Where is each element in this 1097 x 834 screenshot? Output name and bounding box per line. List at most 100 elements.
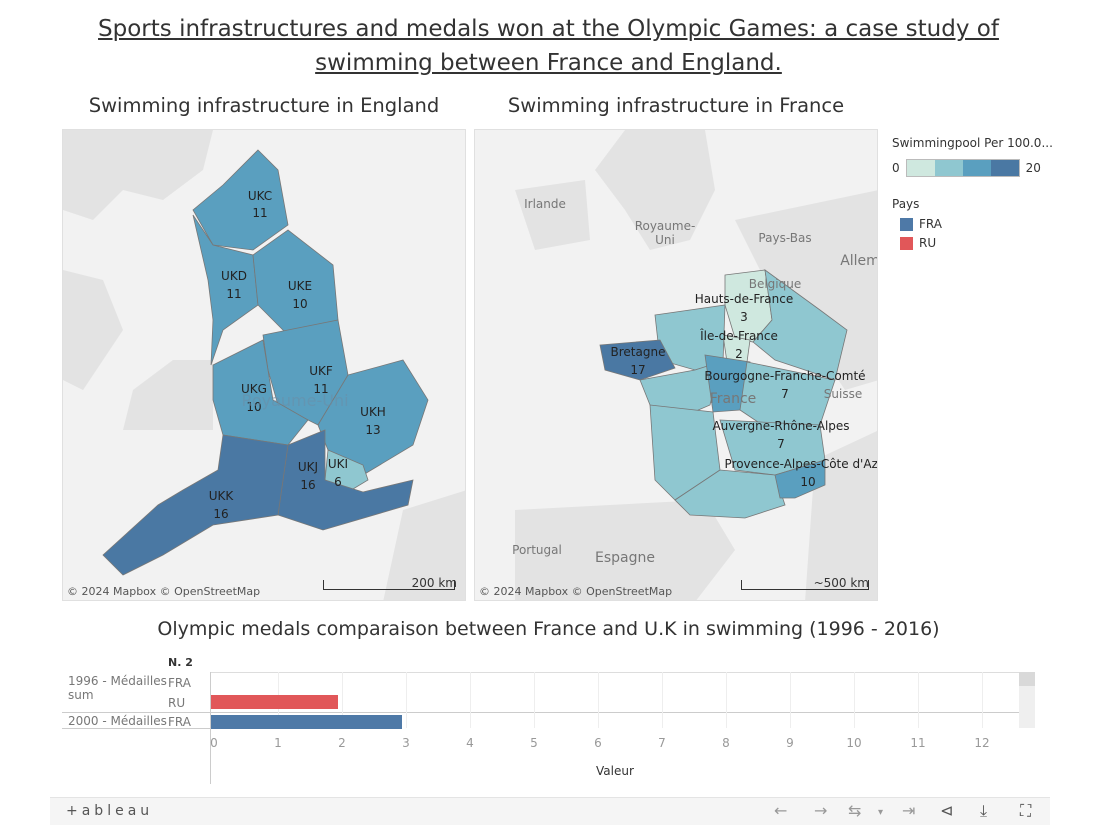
revert-dropdown-icon[interactable]: ▾ (878, 807, 884, 818)
share-icon[interactable]: ⊲ (940, 801, 954, 820)
legend-color-ramp: 0 20 (892, 159, 1053, 177)
label-ukj-value: 16 (300, 478, 315, 492)
england-map-canvas[interactable]: UKC 11 UKD 11 UKE 10 UKF 11 UKG 10 UKH 1… (63, 130, 466, 601)
reset-icon[interactable]: ⇥ (902, 801, 916, 820)
label-ukh-value: 13 (365, 423, 380, 437)
bar-1[interactable] (211, 695, 338, 709)
region-provence-alpes-cote-dazur[interactable] (774, 459, 826, 499)
basemap-ireland (63, 270, 123, 390)
france-map[interactable]: Irlande Royaume- Uni Pays-Bas Belgique A… (474, 129, 878, 601)
legend-swatch-fra (900, 217, 913, 231)
basemap-label-allem: Allem (840, 253, 878, 269)
label-ukk-code: UKK (209, 489, 235, 503)
scrollbar-thumb[interactable] (1019, 672, 1035, 686)
tableau-toolbar: +ableau ← → ⇆ ▾ ⇥ ⊲ ⤓ ⛶ (50, 797, 1050, 825)
legend-label-fra: FRA (919, 217, 942, 231)
basemap-label-irlande: Irlande (524, 197, 566, 211)
basemap-label-uni: Uni (655, 233, 675, 247)
axis-line (210, 672, 211, 784)
row-label-1996-line1: 1996 - Médailles (68, 674, 167, 688)
region-uki[interactable] (324, 449, 369, 493)
basemap-britain (595, 130, 715, 250)
fullscreen-icon[interactable]: ⛶ (1020, 801, 1032, 820)
region-ukk[interactable] (102, 434, 289, 576)
gridline (342, 672, 343, 728)
label-ukf-code: UKF (309, 364, 333, 378)
dashboard-title-line1: Sports infrastructures and medals won at… (98, 16, 999, 42)
scrollbar-track[interactable] (1019, 672, 1035, 728)
pays-label-fra-2000: FRA (168, 715, 191, 729)
legend-panel: Swimmingpool Per 100.0... 0 20 Pays FRA … (892, 136, 1053, 255)
x-tick-label: 12 (974, 736, 990, 750)
label-ile-de-france-value: 2 (735, 347, 743, 361)
label-bourgogne: Bourgogne-Franche-Comté (704, 369, 865, 383)
dashboard-title-line2: swimming between France and England. (315, 50, 782, 76)
x-tick-label: 1 (274, 736, 282, 750)
x-tick-label: 11 (910, 736, 926, 750)
basemap-label-espagne: Espagne (595, 550, 655, 566)
x-tick-label: 6 (594, 736, 602, 750)
region-occitanie[interactable] (674, 469, 786, 519)
label-ukk-value: 16 (213, 507, 228, 521)
basemap-label-royaume: Royaume- (635, 219, 696, 233)
gridline (982, 672, 983, 728)
region-ukg[interactable] (212, 339, 309, 446)
legend-min: 0 (892, 161, 900, 175)
basemap-label-france: France (710, 391, 757, 407)
gridline (726, 672, 727, 728)
row-label-1996-line2: sum (68, 688, 94, 702)
legend-ramp-swatch-3 (990, 160, 1019, 176)
label-paca: Provence-Alpes-Côte d'Azu (725, 457, 878, 471)
region-ukd[interactable] (192, 214, 259, 366)
undo-icon[interactable]: ← (774, 801, 788, 820)
x-axis-title: Valeur (596, 764, 634, 778)
gridline (662, 672, 663, 728)
label-uki-value: 6 (334, 475, 342, 489)
gridline (598, 672, 599, 728)
column-header[interactable]: N. 2 (168, 656, 193, 669)
row-separator (62, 712, 1019, 713)
legend-ramp-swatch-2 (962, 160, 991, 176)
legend-item-fra[interactable]: FRA (900, 217, 1053, 231)
region-ukj[interactable] (277, 429, 414, 531)
label-hauts-de-france: Hauts-de-France (695, 292, 794, 306)
bar-chart-title: Olympic medals comparaison between Franc… (157, 618, 940, 640)
x-tick-label: 8 (722, 736, 730, 750)
download-icon[interactable]: ⤓ (980, 801, 988, 820)
label-bretagne-value: 17 (630, 363, 645, 377)
france-map-title: Swimming infrastructure in France (507, 94, 845, 117)
basemap-label-pays-bas: Pays-Bas (758, 231, 811, 245)
region-ukh[interactable] (317, 359, 429, 476)
bar-2[interactable] (211, 715, 402, 729)
basemap-ireland-fr (515, 180, 590, 250)
x-tick-label: 9 (786, 736, 794, 750)
england-map[interactable]: UKC 11 UKD 11 UKE 10 UKF 11 UKG 10 UKH 1… (62, 129, 466, 601)
gridline (534, 672, 535, 728)
label-auvergne: Auvergne-Rhône-Alpes (712, 419, 849, 433)
france-map-canvas[interactable]: Irlande Royaume- Uni Pays-Bas Belgique A… (475, 130, 878, 601)
row-separator-2 (62, 728, 210, 729)
legend-item-ru[interactable]: RU (900, 236, 1053, 250)
label-ukf-value: 11 (313, 382, 328, 396)
redo-icon[interactable]: → (814, 801, 828, 820)
x-tick-label: 7 (658, 736, 666, 750)
france-scale-label: ~500 km (813, 576, 869, 590)
legend-color-title[interactable]: Swimmingpool Per 100.0... (892, 136, 1053, 150)
region-bretagne[interactable] (599, 339, 676, 381)
region-grand-est[interactable] (752, 269, 848, 381)
basemap-label-belgique: Belgique (749, 277, 802, 291)
revert-icon[interactable]: ⇆ (848, 801, 862, 820)
bar-chart[interactable]: N. 2 1996 - Médailles sum 2000 - Médaill… (62, 650, 1037, 790)
england-attribution[interactable]: © 2024 Mapbox © OpenStreetMap (67, 585, 261, 598)
france-attribution[interactable]: © 2024 Mapbox © OpenStreetMap (479, 585, 673, 598)
pays-label-ru-1996: RU (168, 696, 186, 710)
row-label-1996: 1996 - Médailles sum (68, 674, 167, 702)
region-ukc[interactable] (192, 149, 289, 251)
legend-pays-title: Pays (892, 197, 920, 211)
dashboard-title: Sports infrastructures and medals won at… (0, 12, 1097, 80)
gridline (790, 672, 791, 728)
gridline (918, 672, 919, 728)
legend-max: 20 (1025, 161, 1041, 175)
tableau-logo[interactable]: +ableau (66, 803, 154, 819)
label-uke-value: 10 (292, 297, 307, 311)
